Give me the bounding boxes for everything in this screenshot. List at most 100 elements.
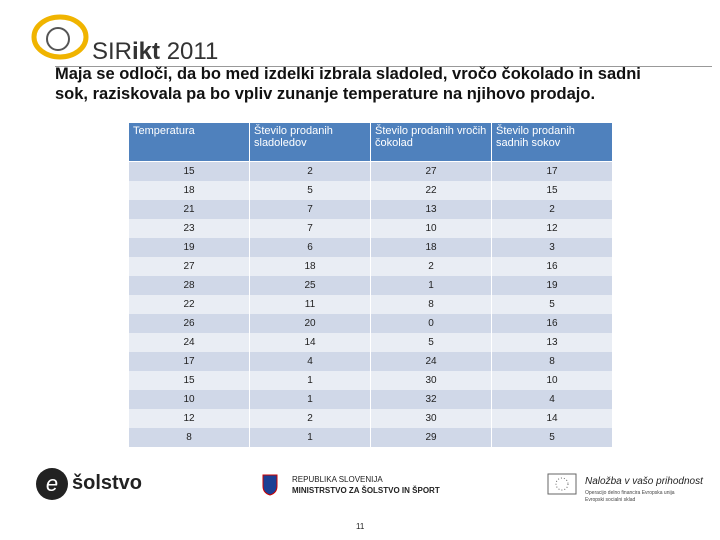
svg-text:e: e <box>46 471 58 496</box>
table-row: 22 11 8 5 <box>128 295 613 314</box>
table-cell: 4 <box>491 390 613 409</box>
table-row: 18 5 22 15 <box>128 181 613 200</box>
table-cell: 5 <box>491 295 613 314</box>
data-table: Temperatura Število prodanih sladoledov Št… <box>128 122 613 447</box>
table-cell: 16 <box>491 257 613 276</box>
table-row: 10 1 32 4 <box>128 390 613 409</box>
table-row: 27 18 2 16 <box>128 257 613 276</box>
table-cell: 17 <box>128 352 250 371</box>
table-cell: 28 <box>128 276 250 295</box>
table-cell: 23 <box>128 219 250 238</box>
table-cell: 12 <box>128 409 250 428</box>
table-row: 23 7 10 12 <box>128 219 613 238</box>
table-cell: 5 <box>249 181 371 200</box>
table-cell: 17 <box>491 161 613 181</box>
header-row: Temperatura Število prodanih sladoledov Št… <box>128 122 613 162</box>
table-cell: 18 <box>249 257 371 276</box>
table-cell: 7 <box>249 219 371 238</box>
table-cell: 19 <box>128 238 250 257</box>
logo-icon <box>31 14 89 60</box>
brand: ikt <box>132 38 161 65</box>
table-cell: 12 <box>491 219 613 238</box>
table-cell: 14 <box>249 333 371 352</box>
table-row: 12 2 30 14 <box>128 409 613 428</box>
table-cell: 20 <box>249 314 371 333</box>
column-header: Temperatura <box>128 122 250 162</box>
table-cell: 6 <box>249 238 371 257</box>
republic-text: REPUBLIKA SLOVENIJA <box>292 475 383 484</box>
table-row: 19 6 18 3 <box>128 238 613 257</box>
table-cell: 1 <box>249 371 371 390</box>
column-header: Število prodanih sladoledov <box>249 122 371 162</box>
table-cell: 14 <box>491 409 613 428</box>
table-row: 15 2 27 17 <box>128 161 613 181</box>
brand-year: 2011 <box>166 38 219 65</box>
table-cell: 13 <box>491 333 613 352</box>
table-cell: 5 <box>370 333 492 352</box>
table-cell: 1 <box>370 276 492 295</box>
table-cell: 25 <box>249 276 371 295</box>
table-cell: 2 <box>249 409 371 428</box>
table-cell: 16 <box>491 314 613 333</box>
table-cell: 2 <box>249 161 371 181</box>
table-cell: 26 <box>128 314 250 333</box>
table-cell: 30 <box>370 409 492 428</box>
solstvo-logo: šolstvo <box>72 472 143 494</box>
table-cell: 32 <box>370 390 492 409</box>
page-number: 11 <box>356 522 365 531</box>
table-cell: 0 <box>370 314 492 333</box>
table-row: 24 14 5 13 <box>128 333 613 352</box>
table-cell: 27 <box>370 161 492 181</box>
table-cell: 18 <box>370 238 492 257</box>
table-cell: 8 <box>128 428 250 447</box>
ministry-text: MINISTRSTVO ZA ŠOLSTVO IN ŠPORT <box>292 486 440 495</box>
solstvo-icon: e <box>36 468 68 500</box>
table-cell: 21 <box>128 200 250 219</box>
table-cell: 2 <box>370 257 492 276</box>
table-cell: 1 <box>249 428 371 447</box>
logo-text: SIRikt 2011 <box>92 38 218 66</box>
table-cell: 15 <box>128 161 250 181</box>
table-cell: 5 <box>491 428 613 447</box>
table-cell: 29 <box>370 428 492 447</box>
table-cell: 2 <box>491 200 613 219</box>
intro-text: Maja se odloči, da bo med izdelki izbral… <box>55 65 641 103</box>
table-cell: 7 <box>249 200 371 219</box>
table-row: 21 7 13 2 <box>128 200 613 219</box>
table-cell: 11 <box>249 295 371 314</box>
table-row: 28 25 1 19 <box>128 276 613 295</box>
table-cell: 24 <box>128 333 250 352</box>
table-cell: 18 <box>128 181 250 200</box>
header-rule <box>55 66 712 67</box>
column-header: Število prodanih sadnih sokov <box>491 122 613 162</box>
brand: SIR <box>92 38 133 65</box>
table-cell: 3 <box>491 238 613 257</box>
table-cell: 10 <box>128 390 250 409</box>
table-cell: 22 <box>128 295 250 314</box>
eu-flag <box>547 473 577 495</box>
eu-note: Operacijo delno financira Evropska unija <box>585 490 675 496</box>
table-cell: 13 <box>370 200 492 219</box>
table-cell: 27 <box>128 257 250 276</box>
table-cell: 8 <box>491 352 613 371</box>
table-cell: 8 <box>370 295 492 314</box>
table-cell: 15 <box>491 181 613 200</box>
table-row: 15 1 30 10 <box>128 371 613 390</box>
table-cell: 1 <box>249 390 371 409</box>
table-row: 8 1 29 5 <box>128 428 613 447</box>
table-cell: 22 <box>370 181 492 200</box>
eu-note: Evropski socialni sklad <box>585 497 636 503</box>
table-cell: 4 <box>249 352 371 371</box>
coat-of-arms <box>262 474 278 496</box>
table-cell: 19 <box>491 276 613 295</box>
table-cell: 10 <box>370 219 492 238</box>
table-row: 17 4 24 8 <box>128 352 613 371</box>
table-cell: 30 <box>370 371 492 390</box>
table-cell: 10 <box>491 371 613 390</box>
column-header: Število prodanih vročih čokolad <box>370 122 492 162</box>
eu-slogan: Naložba v vašo prihodnost <box>585 476 703 487</box>
table-row: 26 20 0 16 <box>128 314 613 333</box>
table-cell: 15 <box>128 371 250 390</box>
table-cell: 24 <box>370 352 492 371</box>
